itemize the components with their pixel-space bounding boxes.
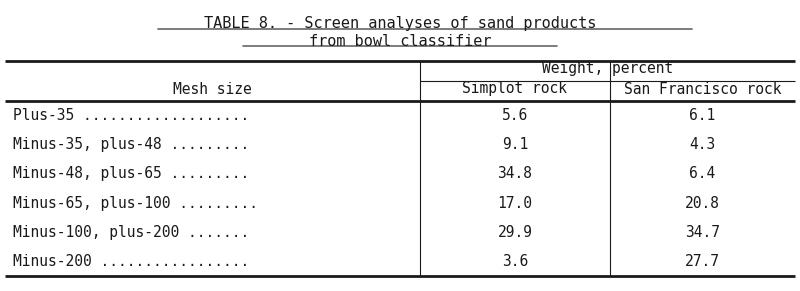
Text: TABLE 8. - Screen analyses of sand products: TABLE 8. - Screen analyses of sand produ… — [204, 16, 596, 31]
Text: Minus-100, plus-200 .......: Minus-100, plus-200 ....... — [13, 225, 250, 240]
Text: 29.9: 29.9 — [498, 225, 533, 240]
Text: San Francisco rock: San Francisco rock — [624, 81, 782, 97]
Text: 3.6: 3.6 — [502, 254, 528, 269]
Text: Minus-200 .................: Minus-200 ................. — [13, 254, 250, 269]
Text: 27.7: 27.7 — [685, 254, 720, 269]
Text: 9.1: 9.1 — [502, 137, 528, 152]
Text: Plus-35 ...................: Plus-35 ................... — [13, 108, 250, 123]
Text: 4.3: 4.3 — [690, 137, 716, 152]
Text: 20.8: 20.8 — [685, 196, 720, 211]
Text: Simplot rock: Simplot rock — [462, 81, 567, 97]
Text: Minus-65, plus-100 .........: Minus-65, plus-100 ......... — [13, 196, 258, 211]
Text: 6.4: 6.4 — [690, 166, 716, 181]
Text: from bowl classifier: from bowl classifier — [309, 34, 491, 49]
Text: Minus-48, plus-65 .........: Minus-48, plus-65 ......... — [13, 166, 250, 181]
Text: 5.6: 5.6 — [502, 108, 528, 123]
Text: Mesh size: Mesh size — [173, 81, 252, 97]
Text: 34.7: 34.7 — [685, 225, 720, 240]
Text: Minus-35, plus-48 .........: Minus-35, plus-48 ......... — [13, 137, 250, 152]
Text: 6.1: 6.1 — [690, 108, 716, 123]
Text: Weight, percent: Weight, percent — [542, 61, 673, 77]
Text: 17.0: 17.0 — [498, 196, 533, 211]
Text: 34.8: 34.8 — [498, 166, 533, 181]
